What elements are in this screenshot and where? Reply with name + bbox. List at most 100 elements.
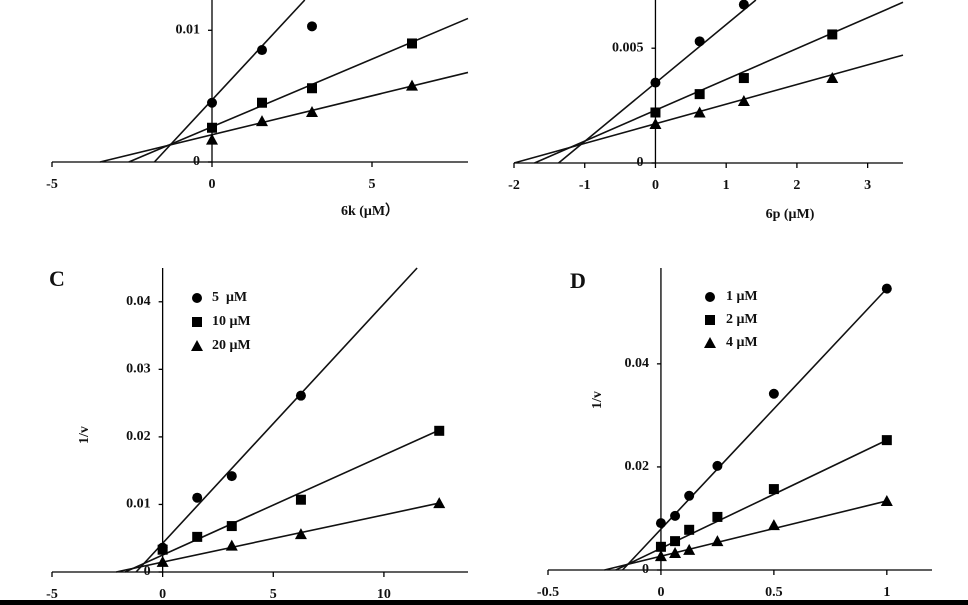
x-tick-label: 3: [864, 178, 871, 193]
fit-line: [513, 54, 904, 164]
legend-marker: [192, 293, 202, 303]
y-tick-label: 0.02: [126, 429, 151, 444]
marker-square: [738, 73, 749, 84]
marker-triangle: [306, 105, 318, 117]
marker-triangle: [256, 115, 268, 127]
fit-line: [621, 288, 888, 571]
marker-triangle: [225, 539, 238, 551]
marker-triangle: [826, 72, 839, 84]
marker-triangle: [669, 546, 682, 558]
marker-circle: [650, 77, 661, 88]
x-tick-label: 1: [883, 585, 890, 600]
marker-triangle: [737, 95, 750, 107]
marker-circle: [207, 97, 217, 108]
marker-triangle: [767, 519, 780, 531]
marker-square: [827, 29, 838, 40]
marker-circle: [670, 510, 681, 521]
legend-label: 2 μM: [726, 312, 758, 327]
marker-square: [684, 524, 695, 535]
marker-circle: [226, 471, 237, 482]
fit-line: [604, 500, 888, 571]
marker-circle: [684, 490, 695, 501]
y-tick-label: 0: [636, 155, 643, 170]
marker-square: [881, 435, 892, 446]
legend-label: 1 μM: [726, 289, 758, 304]
y-tick-label: 0.03: [126, 362, 151, 377]
x-tick-label: -1: [579, 178, 591, 193]
marker-square: [157, 544, 168, 555]
panel-label: C: [49, 266, 65, 291]
marker-square: [655, 541, 666, 552]
x-tick-label: 0: [209, 177, 216, 192]
marker-triangle: [880, 494, 893, 506]
marker-square: [650, 107, 661, 118]
x-tick-label: -5: [46, 587, 58, 602]
x-tick-label: 0.5: [765, 585, 783, 600]
legend-label: 20 μM: [212, 338, 251, 353]
x-tick-label: 5: [369, 177, 376, 192]
fit-line: [534, 1, 904, 164]
marker-square: [768, 484, 779, 495]
panel-label: D: [570, 268, 586, 293]
y-tick-label: 0.005: [612, 40, 644, 55]
marker-triangle: [206, 133, 218, 145]
y-tick-label: 0: [642, 562, 649, 577]
y-tick-label: 0.04: [624, 356, 649, 371]
legend-label: 5 μM: [212, 290, 247, 305]
marker-square: [434, 425, 445, 436]
marker-circle: [881, 283, 892, 294]
x-tick-label: 2: [793, 178, 800, 193]
marker-square: [257, 97, 267, 108]
y-tick-label: 0: [193, 154, 200, 169]
marker-circle: [712, 460, 723, 471]
fit-line: [153, 0, 306, 163]
marker-square: [670, 536, 681, 547]
marker-triangle: [649, 117, 662, 129]
y-tick-label: 0.01: [126, 497, 151, 512]
legend-label: 4 μM: [726, 335, 758, 350]
legend-marker: [705, 292, 715, 302]
marker-triangle: [711, 535, 724, 547]
fit-line: [99, 71, 469, 163]
x-axis-title: 6k (μM）: [341, 203, 399, 219]
y-tick-label: 0.02: [624, 459, 649, 474]
marker-square: [407, 38, 417, 49]
marker-square: [226, 521, 237, 532]
marker-circle: [192, 492, 203, 503]
legend-marker: [705, 315, 715, 325]
marker-square: [694, 89, 705, 100]
marker-triangle: [406, 79, 418, 91]
marker-circle: [295, 390, 306, 401]
legend-marker: [192, 317, 202, 327]
x-tick-label: 0: [657, 585, 664, 600]
marker-circle: [257, 45, 267, 56]
marker-square: [295, 494, 306, 505]
marker-square: [207, 122, 217, 133]
marker-circle: [307, 21, 317, 32]
x-tick-label: -5: [46, 177, 58, 192]
x-axis-title: 6p (μM): [766, 207, 815, 222]
fit-line: [116, 502, 440, 573]
x-tick-label: 0: [159, 587, 166, 602]
x-tick-label: 1: [723, 178, 730, 193]
marker-circle: [655, 518, 666, 529]
x-tick-label: 5: [270, 587, 277, 602]
marker-triangle: [693, 106, 706, 118]
y-tick-label: 0.01: [176, 23, 201, 38]
fit-line: [124, 429, 440, 573]
marker-triangle: [654, 550, 667, 562]
marker-triangle: [683, 543, 696, 555]
marker-square: [192, 531, 203, 542]
marker-square: [712, 511, 723, 522]
x-tick-label: -2: [508, 178, 520, 193]
y-tick-label: 0.04: [126, 294, 151, 309]
bottom-edge: [0, 600, 968, 605]
marker-triangle: [433, 497, 446, 509]
marker-square: [307, 83, 317, 94]
legend-marker: [704, 337, 716, 348]
y-tick-label: 0: [144, 564, 151, 579]
fit-line: [135, 267, 418, 573]
marker-circle: [768, 388, 779, 399]
x-tick-label: 0: [652, 178, 659, 193]
